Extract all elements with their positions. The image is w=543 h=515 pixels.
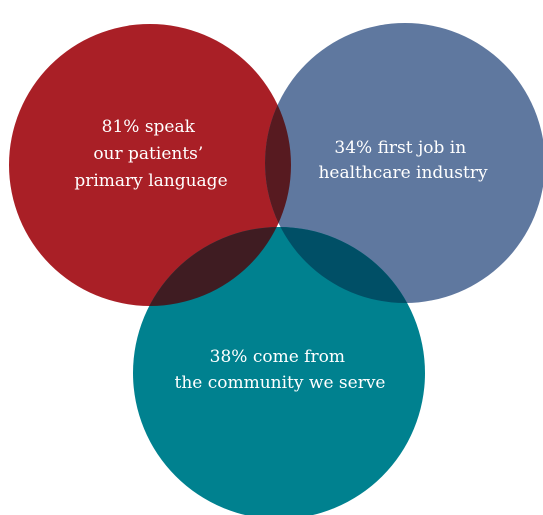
label-community-line-2: the community we serve — [174, 373, 385, 393]
label-language-line-1: 81% speak — [102, 117, 196, 137]
label-language-line-2: our patients’ — [93, 144, 203, 164]
label-language-line-3: primary language — [74, 171, 227, 191]
label-community: 38% come from the community we serve — [174, 347, 385, 393]
circle-language — [9, 24, 291, 306]
label-first-job: 34% first job in healthcare industry — [318, 138, 488, 183]
circle-community — [133, 227, 425, 515]
label-community-line-1: 38% come from — [210, 347, 345, 367]
label-first-job-line-2: healthcare industry — [318, 163, 488, 183]
label-first-job-line-1: 34% first job in — [334, 138, 466, 158]
circle-first-job — [265, 23, 543, 303]
label-language: 81% speak our patients’ primary language — [74, 117, 227, 191]
